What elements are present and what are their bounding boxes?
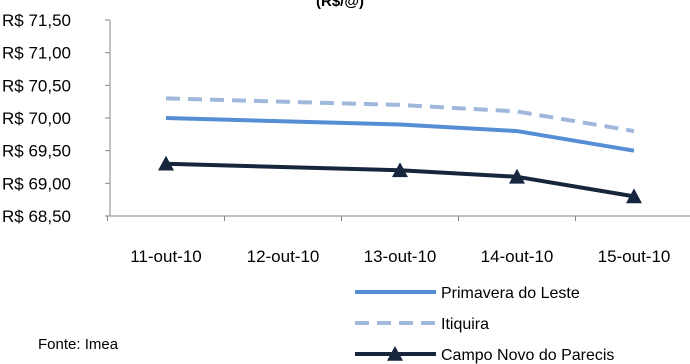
- x-tick-label: 13-out-10: [364, 247, 437, 266]
- x-tick-label: 15-out-10: [598, 247, 671, 266]
- legend-label: Itiquira: [441, 316, 489, 333]
- series-line-0: [165, 116, 635, 153]
- legend-label: Campo Novo do Parecis: [441, 347, 614, 364]
- data-point-marker: [509, 168, 525, 184]
- y-tick-label: R$ 71,00: [2, 44, 71, 63]
- y-tick-label: R$ 71,50: [2, 11, 71, 30]
- x-tick-label: 14-out-10: [481, 247, 554, 266]
- y-tick-label: R$ 70,00: [2, 109, 71, 128]
- legend-marker-triangle: [387, 346, 403, 361]
- y-tick-label: R$ 69,50: [2, 142, 71, 161]
- chart-title: (R$/@): [316, 0, 364, 10]
- y-tick-label: R$ 68,50: [2, 207, 71, 226]
- x-tick-label: 12-out-10: [247, 247, 320, 266]
- source-note: Fonte: Imea: [38, 336, 119, 353]
- data-point-marker: [626, 188, 642, 204]
- data-point-marker: [392, 162, 408, 178]
- x-tick-label: 11-out-10: [130, 247, 202, 266]
- y-tick-label: R$ 69,00: [2, 174, 71, 193]
- data-point-marker: [158, 155, 174, 171]
- y-tick-label: R$ 70,50: [2, 76, 71, 95]
- legend-label: Primavera do Leste: [441, 285, 580, 302]
- series-line-1: [165, 96, 635, 134]
- series-line-2: [165, 161, 635, 199]
